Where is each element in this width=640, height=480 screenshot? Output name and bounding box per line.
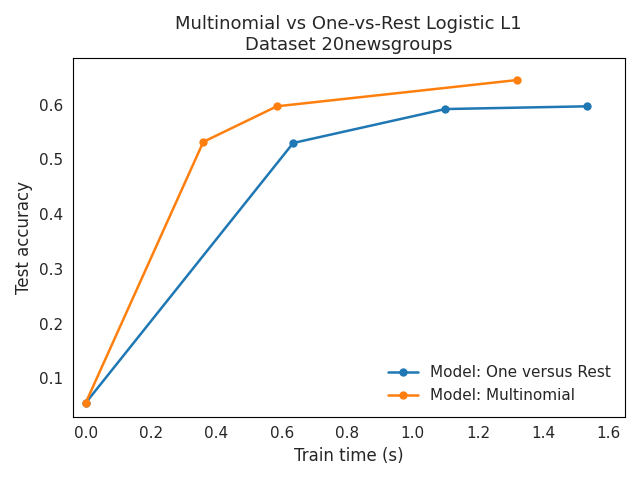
Model: Multinomial: (0.585, 0.597): Multinomial: (0.585, 0.597) [273, 103, 281, 109]
Title: Multinomial vs One-vs-Rest Logistic L1
Dataset 20newsgroups: Multinomial vs One-vs-Rest Logistic L1 D… [175, 15, 522, 54]
Model: One versus Rest: (1.53, 0.597): One versus Rest: (1.53, 0.597) [584, 103, 591, 109]
Model: One versus Rest: (1.1, 0.592): One versus Rest: (1.1, 0.592) [442, 106, 449, 112]
Model: Multinomial: (1.32, 0.645): Multinomial: (1.32, 0.645) [513, 77, 521, 83]
X-axis label: Train time (s): Train time (s) [294, 447, 404, 465]
Model: One versus Rest: (0.635, 0.53): One versus Rest: (0.635, 0.53) [289, 140, 297, 146]
Y-axis label: Test accuracy: Test accuracy [15, 181, 33, 294]
Model: Multinomial: (0.36, 0.532): Multinomial: (0.36, 0.532) [200, 139, 207, 145]
Line: Model: One versus Rest: Model: One versus Rest [81, 102, 591, 407]
Model: One versus Rest: (0, 0.055): One versus Rest: (0, 0.055) [82, 400, 90, 406]
Line: Model: Multinomial: Model: Multinomial [81, 76, 522, 407]
Legend: Model: One versus Rest, Model: Multinomial: Model: One versus Rest, Model: Multinomi… [381, 359, 618, 409]
Model: Multinomial: (0, 0.055): Multinomial: (0, 0.055) [82, 400, 90, 406]
